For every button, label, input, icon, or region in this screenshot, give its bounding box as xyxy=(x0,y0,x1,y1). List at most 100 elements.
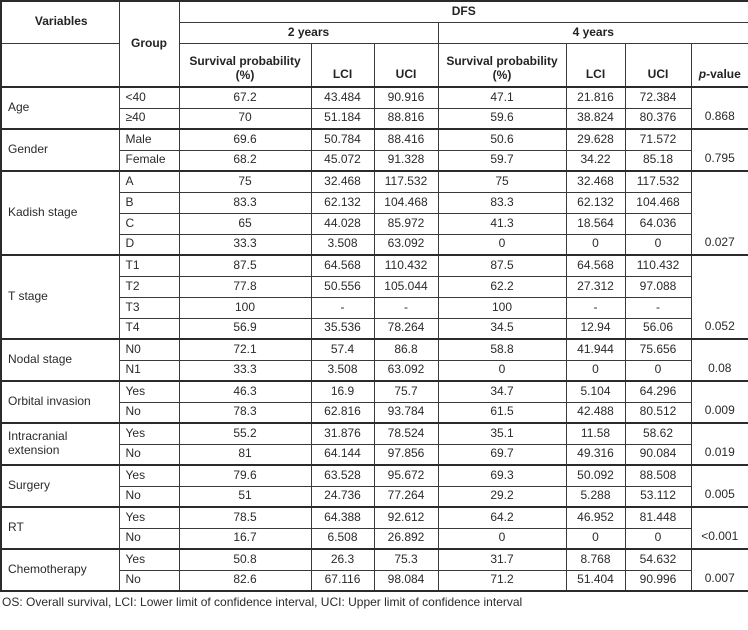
value-cell-uci4: 75.656 xyxy=(624,338,692,361)
survival-probability-label: Survival probability xyxy=(446,54,558,69)
value-cell-lci2: 45.072 xyxy=(310,149,375,172)
value-cell-lci4: 64.568 xyxy=(565,254,626,277)
variable-cell: RT xyxy=(0,506,120,550)
table-row: Intracranial extension Yes 55.2 31.876 78.52… xyxy=(0,422,748,466)
value-cell-uci4: 64.036 xyxy=(624,212,692,235)
value-cell-lci4: 0 xyxy=(565,233,626,256)
value-cell-lci4: 5.104 xyxy=(565,380,626,403)
group-cell: No xyxy=(118,569,180,592)
group-cell: N1 xyxy=(118,359,180,382)
value-cell-uci4: 0 xyxy=(624,359,692,382)
value-cell-lci4: 49.316 xyxy=(565,443,626,466)
value-cell-sp2: 33.3 xyxy=(178,233,312,256)
value-cell-uci2: 91.328 xyxy=(373,149,439,172)
lci-2yr-header: LCI xyxy=(310,42,375,88)
group-cell: Yes xyxy=(118,422,180,445)
value-cell-uci4: 88.508 xyxy=(624,464,692,487)
value-cell-sp2: 82.6 xyxy=(178,569,312,592)
p-value-cell: 0.005 xyxy=(690,464,748,508)
value-cell-uci4: - xyxy=(624,296,692,319)
value-cell-uci2: 75.7 xyxy=(373,380,439,403)
value-cell-uci4: 85.18 xyxy=(624,149,692,172)
variable-cell: Gender xyxy=(0,128,120,172)
group-cell: Yes xyxy=(118,464,180,487)
group-cell: <40 xyxy=(118,86,180,109)
variables-column-header: Variables xyxy=(0,0,120,44)
value-cell-sp2: 72.1 xyxy=(178,338,312,361)
variable-cell: Orbital invasion xyxy=(0,380,120,424)
p-value-cell: 0.027 xyxy=(690,170,748,256)
group-cell: ≥40 xyxy=(118,107,180,130)
table-row: No 51 24.736 77.264 29.2 5.288 53.112 xyxy=(1,485,748,508)
value-cell-uci4: 80.512 xyxy=(624,401,692,424)
value-cell-uci2: 88.416 xyxy=(373,128,439,151)
value-cell-sp4: 0 xyxy=(437,527,567,550)
value-cell-lci4: 46.952 xyxy=(565,506,626,529)
table-row: B 83.3 62.132 104.468 83.3 62.132 104.468 xyxy=(1,191,748,214)
table-row: No 16.7 6.508 26.892 0 0 0 xyxy=(1,527,748,550)
value-cell-uci4: 97.088 xyxy=(624,275,692,298)
value-cell-uci2: 97.856 xyxy=(373,443,439,466)
value-cell-sp2: 33.3 xyxy=(178,359,312,382)
value-cell-sp4: 61.5 xyxy=(437,401,567,424)
variable-cell: Intracranial extension xyxy=(0,422,120,466)
value-cell-uci2: 85.972 xyxy=(373,212,439,235)
value-cell-uci4: 71.572 xyxy=(624,128,692,151)
table-row: T stage T1 87.5 64.568 110.432 87.5 64.568 110.… xyxy=(0,254,748,340)
p-value-cell: 0.08 xyxy=(690,338,748,382)
group-cell: Yes xyxy=(118,506,180,529)
value-cell-uci2: 78.524 xyxy=(373,422,439,445)
value-cell-uci2: 98.084 xyxy=(373,569,439,592)
table-row: T3 100- -100- - xyxy=(1,296,748,319)
value-cell-sp4: 0 xyxy=(437,359,567,382)
group-cell: T4 xyxy=(118,317,180,340)
p-value-cell: 0.795 xyxy=(690,128,748,172)
value-cell-uci2: 117.532 xyxy=(373,170,439,193)
value-cell-lci2: 57.4 xyxy=(310,338,375,361)
value-cell-uci2: 105.044 xyxy=(373,275,439,298)
value-cell-lci4: 32.468 xyxy=(565,170,626,193)
value-cell-lci4: 8.768 xyxy=(565,548,626,571)
value-cell-uci2: 75.3 xyxy=(373,548,439,571)
group-cell: T3 xyxy=(118,296,180,319)
value-cell-sp4: 50.6 xyxy=(437,128,567,151)
survival-probability-unit: (%) xyxy=(492,68,512,83)
header-row-1: Variables Group DFS xyxy=(0,0,748,88)
value-cell-sp4: 35.1 xyxy=(437,422,567,445)
survival-probability-4yr-header: Survival probability (%) xyxy=(437,42,567,88)
value-cell-sp4: 59.6 xyxy=(437,107,567,130)
survival-table-page: Variables Group DFS 2 years 4 years Surv… xyxy=(0,0,748,609)
group-cell: No xyxy=(118,485,180,508)
value-cell-lci2: 44.028 xyxy=(310,212,375,235)
value-cell-sp2: 78.3 xyxy=(178,401,312,424)
value-cell-sp2: 68.2 xyxy=(178,149,312,172)
value-cell-lci4: 5.288 xyxy=(565,485,626,508)
value-cell-lci2: 3.508 xyxy=(310,233,375,256)
value-cell-sp2: 79.6 xyxy=(178,464,312,487)
value-cell-lci4: 29.628 xyxy=(565,128,626,151)
value-cell-uci4: 0 xyxy=(624,527,692,550)
value-cell-lci4: 12.94 xyxy=(565,317,626,340)
value-cell-sp4: 47.1 xyxy=(437,86,567,109)
value-cell-lci2: 16.9 xyxy=(310,380,375,403)
value-cell-sp4: 83.3 xyxy=(437,191,567,214)
value-cell-sp4: 100 xyxy=(437,296,567,319)
group-cell: T2 xyxy=(118,275,180,298)
value-cell-sp4: 29.2 xyxy=(437,485,567,508)
value-cell-sp2: 83.3 xyxy=(178,191,312,214)
table-row: Chemotherapy Yes 50.8 26.3 75.3 31.7 8.768 54.6… xyxy=(0,548,748,592)
value-cell-sp2: 77.8 xyxy=(178,275,312,298)
value-cell-uci4: 90.084 xyxy=(624,443,692,466)
value-cell-sp2: 69.6 xyxy=(178,128,312,151)
value-cell-uci2: 78.264 xyxy=(373,317,439,340)
value-cell-uci4: 0 xyxy=(624,233,692,256)
value-cell-uci2: 90.916 xyxy=(373,86,439,109)
variable-cell: Nodal stage xyxy=(0,338,120,382)
group-cell: A xyxy=(118,170,180,193)
value-cell-uci4: 58.62 xyxy=(624,422,692,445)
value-cell-sp2: 55.2 xyxy=(178,422,312,445)
table-row: No 82.6 67.116 98.084 71.2 51.404 90.996 xyxy=(1,569,748,592)
group-cell: B xyxy=(118,191,180,214)
value-cell-uci4: 117.532 xyxy=(624,170,692,193)
dfs-survival-table: Variables Group DFS 2 years 4 years Surv… xyxy=(0,0,748,592)
